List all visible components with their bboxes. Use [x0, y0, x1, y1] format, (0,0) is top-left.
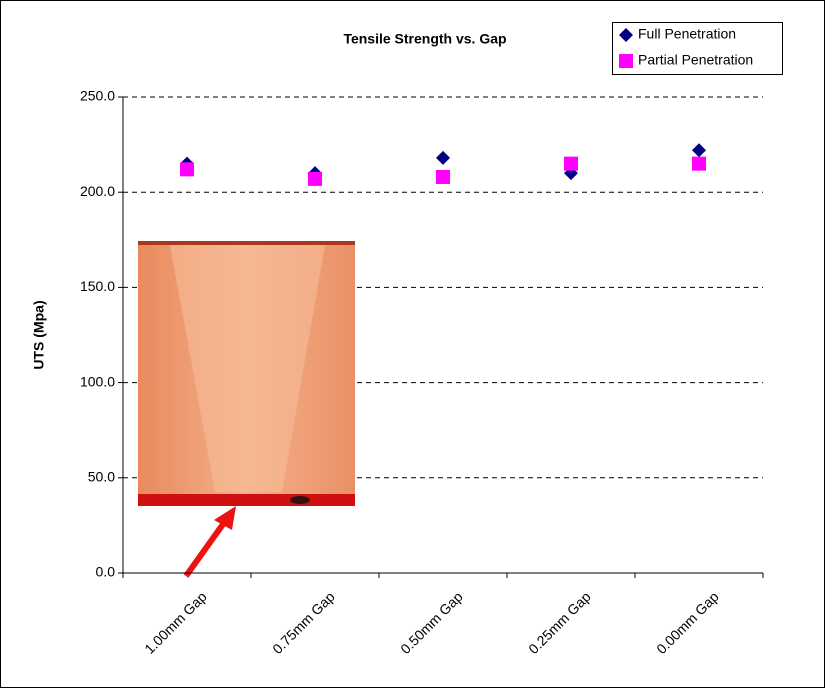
photo-top-edge — [138, 241, 355, 245]
data-point — [692, 157, 706, 171]
y-tick-label: 200.0 — [80, 183, 115, 199]
y-tick-label: 50.0 — [88, 469, 115, 485]
data-point — [308, 172, 322, 186]
chart: Tensile Strength vs. Gap UTS (Mpa) 0.0 50… — [0, 0, 825, 688]
y-tick-label: 250.0 — [80, 88, 115, 104]
y-tick-label: 150.0 — [80, 278, 115, 294]
legend-label: Full Penetration — [638, 26, 736, 42]
chart-title: Tensile Strength vs. Gap — [343, 31, 506, 47]
chart-border — [1, 1, 825, 688]
y-tick-label: 0.0 — [96, 564, 116, 580]
data-point — [180, 162, 194, 176]
photo-bottom-band — [138, 494, 355, 506]
inset-photo — [138, 241, 355, 506]
legend-label: Partial Penetration — [638, 52, 753, 68]
photo-spot — [290, 496, 310, 504]
data-point — [564, 157, 578, 171]
data-point — [436, 170, 450, 184]
y-tick-label: 100.0 — [80, 373, 115, 389]
legend-marker — [619, 54, 633, 68]
y-axis-label: UTS (Mpa) — [31, 300, 47, 369]
